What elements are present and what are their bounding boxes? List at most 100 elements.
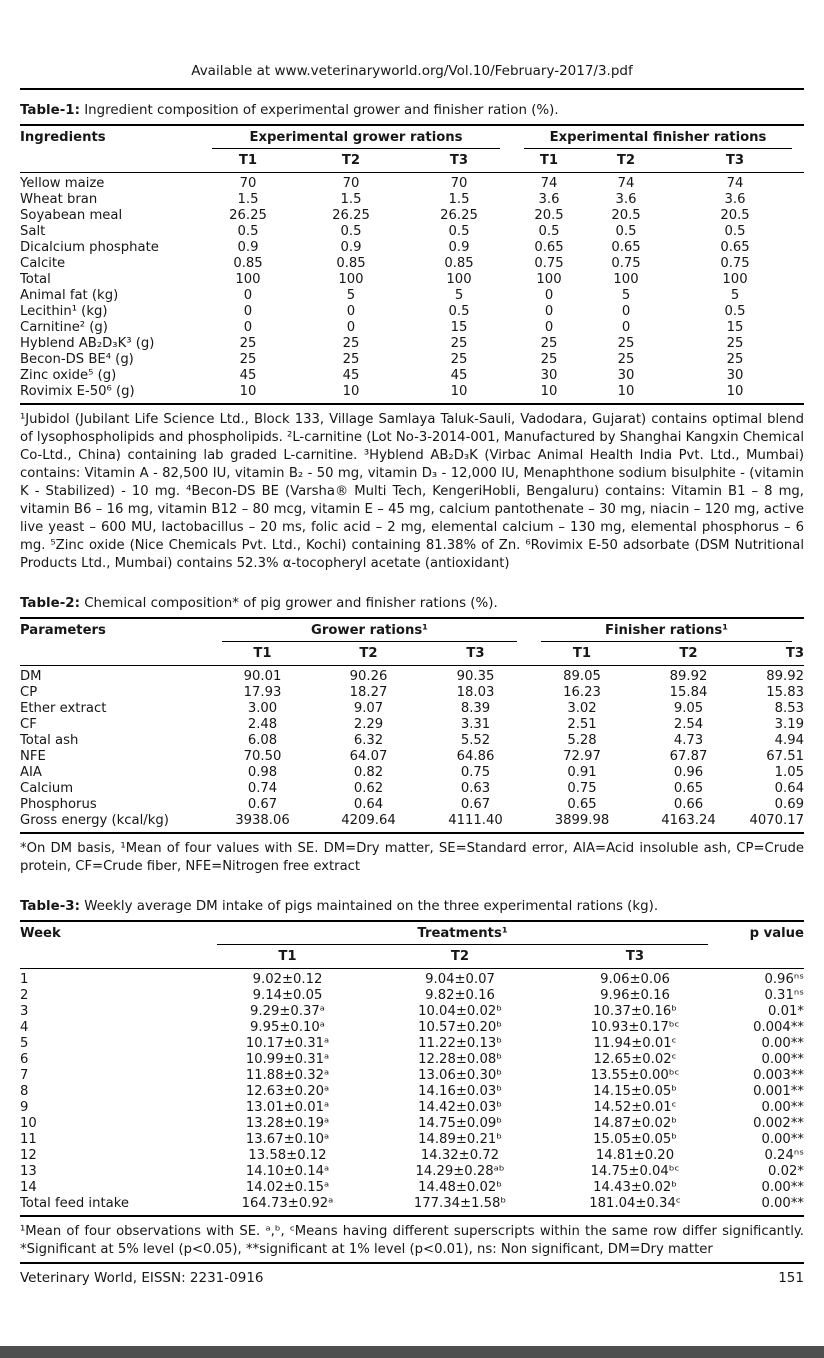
cell: 9.02±0.12 bbox=[252, 972, 323, 987]
table-row: NFE 70.50 64.07 64.86 72.97 67.87 67.51 bbox=[20, 749, 804, 765]
cell: 70 bbox=[239, 176, 257, 191]
cell: 70 bbox=[450, 176, 468, 191]
cell: 3.00 bbox=[247, 701, 278, 716]
table-row: Wheat bran 1.5 1.5 1.5 3.6 3.6 3.6 bbox=[20, 192, 804, 208]
table-row: DM 90.01 90.26 90.35 89.05 89.92 89.92 bbox=[20, 666, 804, 686]
cell: 45 bbox=[450, 368, 468, 383]
cell: 25 bbox=[450, 352, 468, 367]
table2-caption-label: Table-2: bbox=[20, 596, 80, 611]
cell: 0.5 bbox=[340, 224, 362, 239]
table-row: Total feed intake 164.73±0.92ᵃ 177.34±1.58… bbox=[20, 1196, 804, 1216]
cell: 1.5 bbox=[237, 192, 259, 207]
cell: 10.93±0.17ᵇᶜ bbox=[590, 1020, 680, 1035]
table1-subheader-empty bbox=[20, 149, 200, 173]
cell: 0.69 bbox=[774, 797, 805, 812]
cell: 9.05 bbox=[673, 701, 704, 716]
table3-caption: Table-3: Weekly average DM intake of pig… bbox=[20, 898, 804, 915]
cell: 30 bbox=[617, 368, 635, 383]
table-row: Dicalcium phosphate 0.9 0.9 0.9 0.65 0.65 0.65 bbox=[20, 240, 804, 256]
table3-weekly-dm-intake: Week Treatments¹ p value T1 T2 T3 1 9.02±… bbox=[20, 920, 805, 1217]
cell: 70.50 bbox=[243, 749, 282, 764]
cell: 1.5 bbox=[340, 192, 362, 207]
cell: 90.01 bbox=[243, 669, 282, 684]
row-label: Soyabean meal bbox=[20, 208, 123, 223]
cell: 14.43±0.02ᵇ bbox=[593, 1180, 677, 1195]
cell: 3.6 bbox=[538, 192, 560, 207]
cell: 14.48±0.02ᵇ bbox=[418, 1180, 502, 1195]
cell: 0.62 bbox=[353, 781, 384, 796]
table3-subheader-row: T1 T2 T3 bbox=[20, 945, 805, 969]
table1-caption-label: Table-1: bbox=[20, 103, 80, 118]
cell: 8.53 bbox=[774, 701, 805, 716]
table-row: Zinc oxide⁵ (g) 45 45 45 30 30 30 bbox=[20, 368, 804, 384]
header-availability-link[interactable]: Available at www.veterinaryworld.org/Vol… bbox=[191, 63, 633, 79]
cell: 0.65 bbox=[720, 240, 750, 255]
cell: 13.55±0.00ᵇᶜ bbox=[590, 1068, 680, 1083]
cell: 0.65 bbox=[611, 240, 641, 255]
cell: 3899.98 bbox=[554, 813, 610, 828]
table-row: AIA 0.98 0.82 0.75 0.91 0.96 1.05 bbox=[20, 765, 804, 781]
table1-body: Yellow maize 70 70 70 74 74 74 Wheat bran 1.5 1.5… bbox=[20, 173, 804, 405]
cell: 45 bbox=[239, 368, 257, 383]
header-rule bbox=[20, 88, 804, 90]
table1-col0-header: Ingredients bbox=[20, 130, 106, 145]
cell: 25 bbox=[239, 352, 257, 367]
cell: 0 bbox=[544, 320, 554, 335]
table-row: Yellow maize 70 70 70 74 74 74 bbox=[20, 173, 804, 193]
cell: 0.67 bbox=[460, 797, 491, 812]
cell: 14.02±0.15ᵃ bbox=[245, 1180, 330, 1195]
cell: 0.85 bbox=[444, 256, 474, 271]
cell: 25 bbox=[540, 336, 558, 351]
table-row: 4 9.95±0.10ᵃ 10.57±0.20ᵇ 10.93±0.17ᵇᶜ 0.004*… bbox=[20, 1020, 804, 1036]
table-row: 11 13.67±0.10ᵃ 14.89±0.21ᵇ 15.05±0.05ᵇ 0.00*… bbox=[20, 1132, 804, 1148]
row-label: 2 bbox=[20, 988, 29, 1003]
cell: 0.5 bbox=[724, 224, 746, 239]
cell: 10.37±0.16ᵇ bbox=[593, 1004, 677, 1019]
cell: 100 bbox=[446, 272, 472, 287]
cell: 70 bbox=[342, 176, 360, 191]
table-row: Ether extract 3.00 9.07 8.39 3.02 9.05 8.53 bbox=[20, 701, 804, 717]
cell: 13.01±0.01ᵃ bbox=[245, 1100, 330, 1115]
cell: 4070.17 bbox=[749, 813, 805, 828]
table3-subheader-empty-right bbox=[720, 945, 805, 969]
cell: 12.63±0.20ᵃ bbox=[245, 1084, 330, 1099]
cell: 2.29 bbox=[353, 717, 384, 732]
table1-ingredient-composition: Ingredients Experimental grower rations … bbox=[20, 124, 805, 405]
cell: 9.07 bbox=[353, 701, 384, 716]
cell: 10 bbox=[617, 384, 635, 399]
cell: 5.52 bbox=[460, 733, 491, 748]
table-row: 10 13.28±0.19ᵃ 14.75±0.09ᵇ 14.87±0.02ᵇ 0.002… bbox=[20, 1116, 804, 1132]
cell: 0.96 bbox=[673, 765, 704, 780]
bottom-window-bar bbox=[0, 1346, 824, 1358]
cell: 11.88±0.32ᵃ bbox=[245, 1068, 330, 1083]
cell: 0.75 bbox=[567, 781, 597, 796]
cell: 0.96ⁿˢ bbox=[764, 972, 805, 987]
cell: 6.32 bbox=[353, 733, 384, 748]
cell: 30 bbox=[540, 368, 558, 383]
table-row: Animal fat (kg) 0 5 5 0 5 5 bbox=[20, 288, 804, 304]
cell: 0.003** bbox=[753, 1068, 805, 1083]
cell: 12.65±0.02ᶜ bbox=[593, 1052, 677, 1067]
cell: 0.65 bbox=[567, 797, 597, 812]
cell: 89.92 bbox=[766, 669, 805, 684]
cell: 89.92 bbox=[669, 669, 708, 684]
row-label: 13 bbox=[20, 1164, 37, 1179]
table2-subheader-t3-grower: T3 bbox=[422, 642, 530, 666]
cell: 25 bbox=[540, 352, 558, 367]
table-row: Total 100 100 100 100 100 100 bbox=[20, 272, 804, 288]
row-label: Yellow maize bbox=[20, 176, 105, 191]
row-label: 9 bbox=[20, 1100, 29, 1115]
table-row: Rovimix E-50⁶ (g) 10 10 10 10 10 10 bbox=[20, 384, 804, 404]
row-label: Ether extract bbox=[20, 701, 107, 716]
table-row: Hyblend AB₂D₃K³ (g) 25 25 25 25 25 25 bbox=[20, 336, 804, 352]
cell: 14.81±0.20 bbox=[595, 1148, 675, 1163]
table1-caption: Table-1: Ingredient composition of exper… bbox=[20, 102, 804, 119]
row-label: Carnitine² (g) bbox=[20, 320, 108, 335]
cell: 0.02* bbox=[768, 1164, 805, 1179]
row-label: 4 bbox=[20, 1020, 29, 1035]
cell: 67.51 bbox=[766, 749, 805, 764]
row-label: Hyblend AB₂D₃K³ (g) bbox=[20, 336, 155, 351]
cell: 9.95±0.10ᵃ bbox=[250, 1020, 325, 1035]
cell: 90.26 bbox=[349, 669, 388, 684]
table1-subheader-t3-finisher: T3 bbox=[666, 149, 805, 173]
